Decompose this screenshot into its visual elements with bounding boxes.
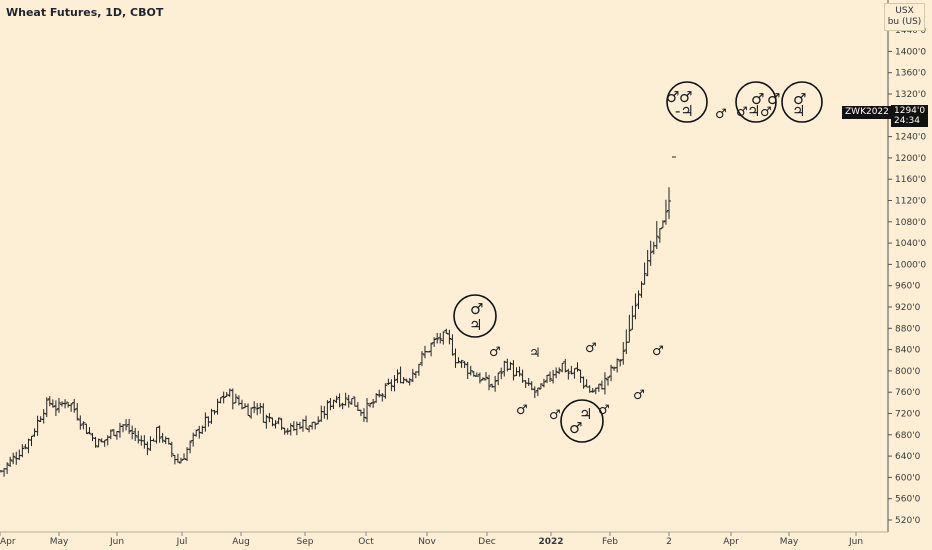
price-tick-label: 1200'0 (895, 154, 926, 164)
highlight-circle (735, 81, 777, 123)
price-axis[interactable]: 520'0 560'0 600'0 640'0 680'0 720'0 760'0 800'0… (888, 26, 926, 526)
price-tick-label: 640'0 (895, 452, 921, 462)
highlight-circle (560, 399, 604, 443)
mars-glyph: ♂ (679, 88, 692, 106)
mars-glyph: ♂ (549, 408, 561, 423)
mars-glyph: ♂ (516, 403, 528, 418)
jupiter_retro-glyph: -♃ (675, 102, 694, 120)
time-tick-label: Apr (0, 537, 16, 547)
time-tick-label: May (780, 537, 799, 547)
mars-glyph: ♂ (585, 341, 597, 356)
mars-glyph: ♂ (760, 105, 772, 120)
price-tick-label: 720'0 (895, 410, 921, 420)
jupiter-glyph: ♃ (469, 316, 482, 334)
unit-label: bu (US) (887, 17, 922, 27)
price-tick-label: 1320'0 (895, 90, 926, 100)
mars-glyph: ♂ (489, 345, 501, 360)
mars-glyph: ♂ (736, 105, 748, 120)
price-tick-label: 1400'0 (895, 47, 926, 57)
time-tick-label: Jul (176, 537, 188, 547)
currency-unit-selector[interactable]: USX bu (US) (884, 3, 925, 31)
price-tick-label: 1160'0 (895, 175, 926, 185)
last-price-label: 1294'0 24:34 (891, 105, 929, 127)
price-tick-label: 1040'0 (895, 239, 926, 249)
mars-glyph: ♂ (767, 90, 780, 108)
price-tick-label: 560'0 (895, 495, 921, 505)
highlight-circle (781, 81, 823, 123)
price-tick-label: 600'0 (895, 473, 921, 483)
price-tick-label: 960'0 (895, 282, 921, 292)
price-tick-label: 920'0 (895, 303, 921, 313)
price-tick-label: 680'0 (895, 431, 921, 441)
mars-glyph: ♂ (715, 107, 727, 122)
mars-glyph: ♂ (652, 344, 664, 359)
jupiter-glyph: ♃ (579, 405, 592, 423)
price-tick-label: 1240'0 (895, 133, 926, 143)
time-tick-label: Nov (418, 537, 436, 547)
price-tick-label: 1000'0 (895, 260, 926, 270)
ohlc-series (0, 156, 676, 477)
highlight-circle (666, 81, 708, 123)
mars-glyph: ♂ (793, 90, 806, 108)
last-price-value: 1294'0 (894, 106, 926, 116)
bar-countdown: 24:34 (894, 116, 920, 126)
time-tick-label: 2 (666, 537, 672, 547)
mars-glyph: ♂ (666, 88, 679, 106)
price-tick-label: 520'0 (895, 516, 921, 526)
time-tick-label: Jun (109, 537, 124, 547)
price-tick-label: 1360'0 (895, 69, 926, 79)
price-tick-label: 1080'0 (895, 218, 926, 228)
mars-glyph: ♂ (569, 419, 582, 437)
jupiter-glyph: ♃ (529, 346, 541, 361)
chart-title: Wheat Futures, 1D, CBOT (6, 6, 164, 19)
price-tick-label: 760'0 (895, 388, 921, 398)
price-tick-label: 800'0 (895, 367, 921, 377)
currency-label: USX (895, 6, 914, 16)
time-tick-label: Sep (297, 537, 314, 547)
price-tick-label: 880'0 (895, 324, 921, 334)
jupiter-glyph: ♃ (747, 102, 760, 120)
time-tick-label: Oct (358, 537, 374, 547)
price-tick-label: 1120'0 (895, 197, 926, 207)
price-tick-label: 840'0 (895, 346, 921, 356)
price-tick-label: 1440'0 (895, 26, 926, 36)
time-tick-label: Apr (723, 537, 739, 547)
time-tick-label: 2022 (538, 537, 563, 547)
time-tick-label: Jun (848, 537, 863, 547)
time-tick-label: May (50, 537, 69, 547)
mars-glyph: ♂ (751, 90, 764, 108)
time-axis[interactable]: Apr May Jun Jul Aug Sep Oct Nov Dec 2022 Feb 2 Apr Ma… (0, 532, 863, 547)
mars-glyph: ♂ (598, 403, 610, 418)
time-tick-label: Dec (478, 537, 495, 547)
highlight-circle (453, 294, 497, 338)
time-tick-label: Feb (602, 537, 618, 547)
jupiter-glyph: ♃ (792, 102, 805, 120)
astro-annotations: ♂♃♂ ♃♂ ♂ ♃♂♂♂♂♂♂ ♂-♃ ♂ ♂♂♃ ♂♂ ♂♃ (453, 81, 823, 443)
ticker-label: ZWK2022 (842, 106, 892, 119)
time-tick-label: Aug (232, 537, 250, 547)
mars-glyph: ♂ (470, 300, 483, 318)
mars-glyph: ♂ (633, 388, 645, 403)
